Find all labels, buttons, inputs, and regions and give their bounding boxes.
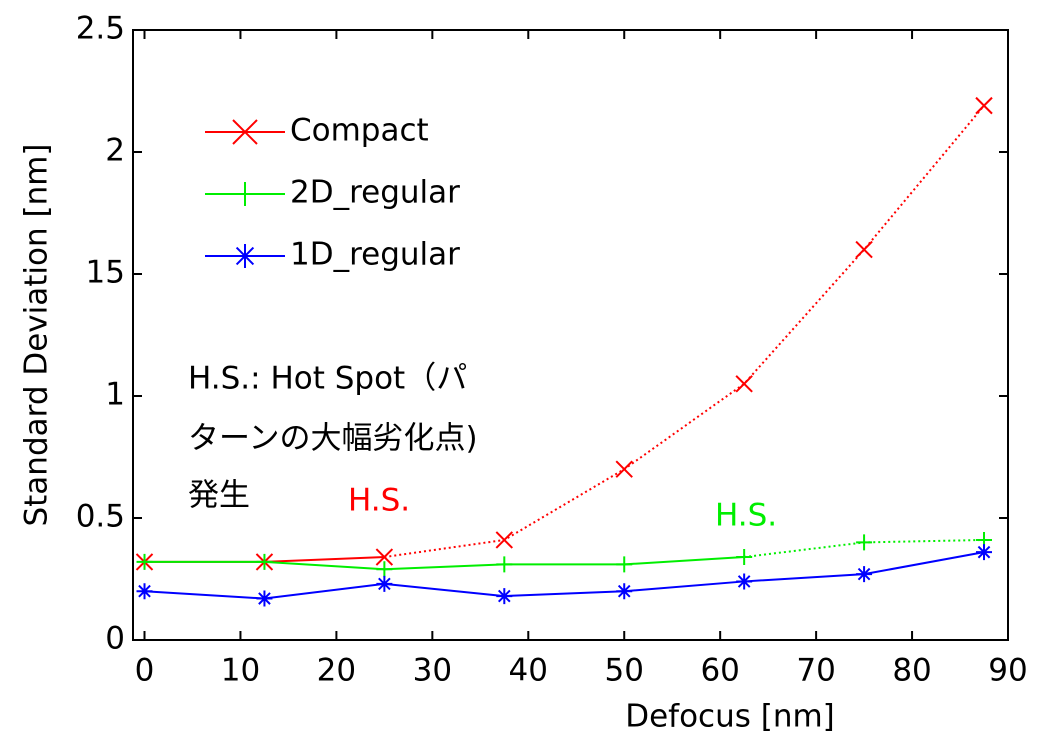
marker [256, 553, 273, 570]
marker [136, 553, 153, 570]
x-tick-label: 90 [988, 653, 1027, 689]
marker [616, 556, 633, 573]
marker [976, 544, 993, 561]
legend-label: Compact [290, 113, 429, 149]
x-axis-label: Defocus [nm] [625, 699, 835, 735]
x-tick-label: 10 [221, 653, 260, 689]
annotation: 発生 [188, 478, 250, 514]
marker [856, 534, 873, 551]
y-tick-label: 15 [86, 255, 125, 291]
y-tick-label: 2 [105, 133, 125, 169]
marker [736, 573, 753, 590]
marker [975, 96, 993, 115]
marker [736, 549, 753, 566]
marker [496, 588, 513, 605]
marker [376, 561, 393, 578]
marker [495, 531, 514, 549]
y-tick-label: 0.5 [76, 499, 125, 535]
marker [256, 590, 273, 607]
marker [615, 460, 633, 478]
marker [232, 119, 258, 145]
x-tick-label: 40 [509, 653, 548, 689]
series-line [384, 104, 985, 559]
series-line [144, 551, 985, 600]
legend-label: 2D_regular [290, 175, 460, 211]
marker [856, 566, 873, 583]
annotation: H.S.: Hot Spot（パ [188, 361, 467, 397]
marker [616, 583, 633, 600]
marker [375, 548, 394, 566]
x-tick-label: 0 [135, 653, 155, 689]
x-tick-label: 60 [700, 653, 739, 689]
annotation: H.S. [348, 483, 410, 519]
x-tick-label: 30 [413, 653, 452, 689]
annotation: ターンの大幅劣化点) [188, 421, 478, 457]
y-axis-label: Standard Deviation [nm] [19, 143, 55, 526]
y-tick-label: 2.5 [76, 11, 125, 47]
marker [233, 244, 257, 268]
marker [735, 375, 753, 393]
plot-frame [132, 29, 1009, 641]
x-tick-label: 70 [796, 653, 835, 689]
x-tick-label: 80 [892, 653, 931, 689]
x-tick-label: 20 [317, 653, 356, 689]
marker [855, 240, 873, 259]
series-line [144, 556, 745, 571]
marker [376, 575, 393, 592]
x-tick-label: 50 [605, 653, 644, 689]
y-tick-label: 0 [105, 621, 125, 657]
y-tick-label: 1 [105, 377, 125, 413]
legend-label: 1D_regular [290, 237, 460, 273]
marker [496, 556, 513, 573]
annotation: H.S. [715, 498, 777, 534]
marker [233, 182, 257, 206]
marker [136, 583, 153, 600]
